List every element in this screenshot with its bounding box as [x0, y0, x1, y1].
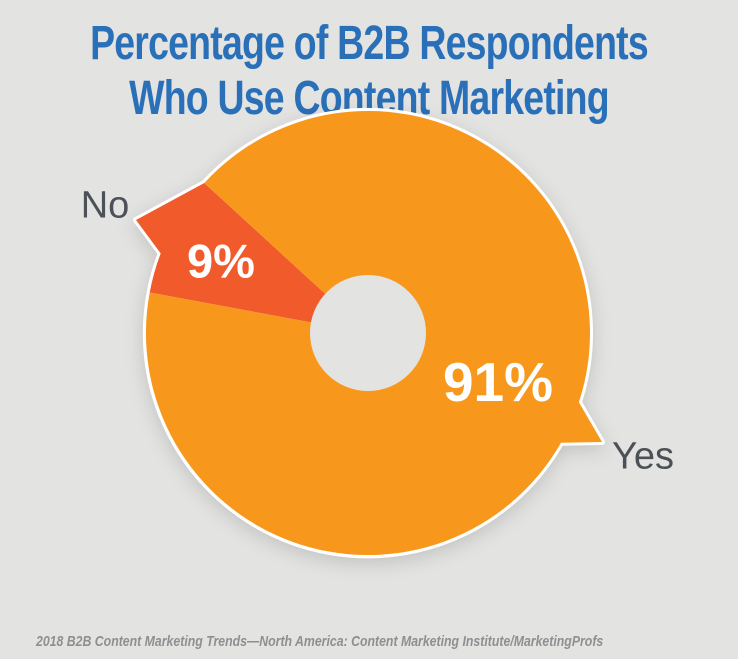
slice-label-no: No [80, 184, 130, 227]
chart-title-line1: Percentage of B2B Respondents [90, 17, 649, 70]
slice-label-yes: Yes [612, 435, 674, 478]
donut-hole [310, 275, 426, 391]
slice-value-yes: 91% [442, 351, 554, 413]
chart-title: Percentage of B2B Respondents Who Use Co… [81, 16, 657, 126]
source-citation: 2018 B2B Content Marketing Trends—North … [36, 633, 604, 650]
pie-slice-no [136, 183, 368, 333]
slice-value-no: 9% [187, 234, 255, 288]
